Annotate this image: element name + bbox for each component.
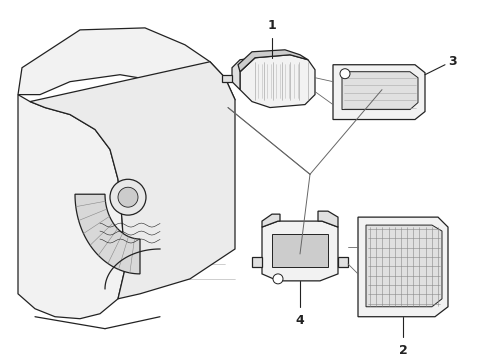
Polygon shape <box>18 28 235 108</box>
Polygon shape <box>30 62 235 299</box>
Text: 3: 3 <box>448 55 457 68</box>
Polygon shape <box>262 221 338 281</box>
Polygon shape <box>262 214 280 227</box>
Polygon shape <box>252 257 262 267</box>
Polygon shape <box>272 234 328 267</box>
Polygon shape <box>232 58 255 90</box>
Circle shape <box>273 274 283 284</box>
Polygon shape <box>358 217 448 317</box>
Text: 1: 1 <box>268 19 276 32</box>
Polygon shape <box>338 257 348 267</box>
Polygon shape <box>75 194 140 274</box>
Polygon shape <box>240 55 315 108</box>
Polygon shape <box>366 225 442 307</box>
Polygon shape <box>222 75 232 82</box>
Polygon shape <box>18 95 125 319</box>
Polygon shape <box>238 50 308 72</box>
Circle shape <box>118 187 138 207</box>
Polygon shape <box>333 65 425 120</box>
Polygon shape <box>342 72 418 109</box>
Text: 2: 2 <box>399 343 407 357</box>
Text: 4: 4 <box>295 314 304 327</box>
Polygon shape <box>318 211 338 227</box>
Circle shape <box>110 179 146 215</box>
Circle shape <box>340 69 350 79</box>
